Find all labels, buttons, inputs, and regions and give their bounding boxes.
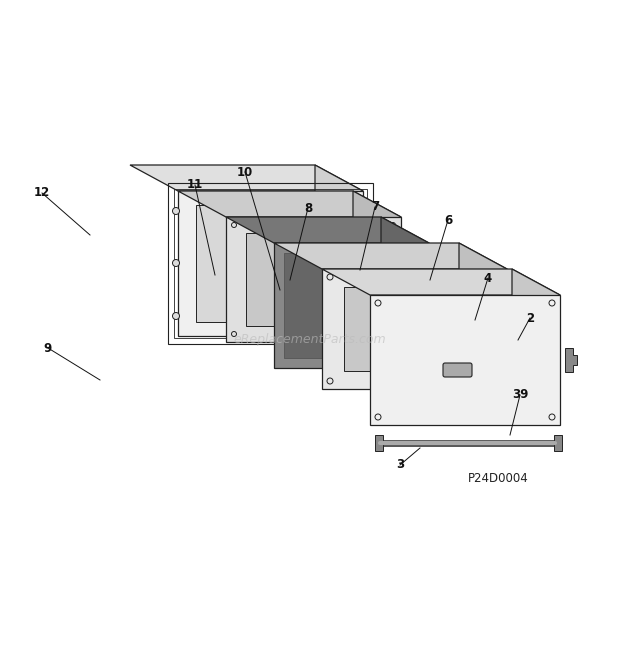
Polygon shape <box>398 232 406 254</box>
Polygon shape <box>353 191 401 342</box>
Circle shape <box>172 313 180 319</box>
Polygon shape <box>322 269 560 295</box>
Polygon shape <box>370 295 560 425</box>
Text: 39: 39 <box>512 388 528 402</box>
Text: 3: 3 <box>396 458 404 471</box>
Text: 2: 2 <box>526 311 534 325</box>
Polygon shape <box>274 243 429 368</box>
Text: 6: 6 <box>444 213 452 227</box>
Polygon shape <box>344 287 485 371</box>
Text: 12: 12 <box>34 186 50 200</box>
Circle shape <box>172 207 180 215</box>
Polygon shape <box>274 243 507 269</box>
Polygon shape <box>196 205 345 322</box>
Polygon shape <box>322 269 507 389</box>
Text: 4: 4 <box>484 271 492 285</box>
Text: 10: 10 <box>237 166 253 178</box>
Polygon shape <box>459 243 507 389</box>
Polygon shape <box>178 191 401 217</box>
Polygon shape <box>246 233 381 326</box>
Polygon shape <box>284 253 419 358</box>
Text: 11: 11 <box>187 178 203 192</box>
Polygon shape <box>178 191 363 336</box>
Polygon shape <box>565 348 577 372</box>
Polygon shape <box>375 435 383 451</box>
Text: 8: 8 <box>304 201 312 215</box>
Polygon shape <box>226 217 429 243</box>
Polygon shape <box>130 165 363 191</box>
Polygon shape <box>381 217 429 368</box>
Text: 7: 7 <box>371 201 379 213</box>
Polygon shape <box>226 217 401 342</box>
FancyBboxPatch shape <box>443 363 472 377</box>
Text: P24D0004: P24D0004 <box>468 471 529 485</box>
Text: 9: 9 <box>44 342 52 354</box>
Polygon shape <box>554 435 562 451</box>
Polygon shape <box>512 269 560 425</box>
Circle shape <box>172 259 180 267</box>
Text: eReplacementParts.com: eReplacementParts.com <box>234 334 386 346</box>
Polygon shape <box>315 165 363 336</box>
